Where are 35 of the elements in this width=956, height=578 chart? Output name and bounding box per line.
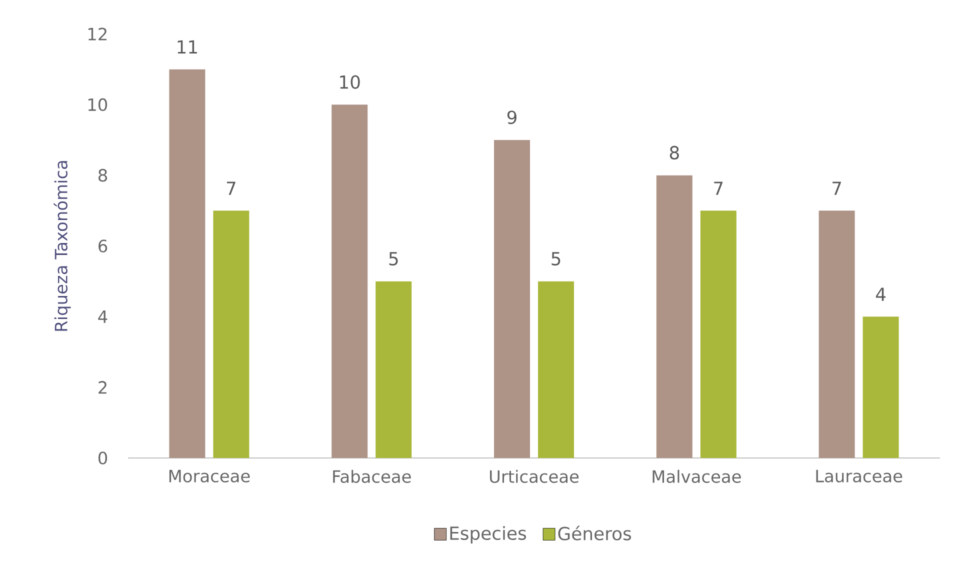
bar: [538, 281, 574, 458]
x-tick-label: Fabaceae: [333, 470, 411, 483]
y-tick-label: 12: [88, 28, 106, 40]
bar: [700, 210, 736, 458]
y-tick-label: 0: [98, 452, 108, 464]
bar: [213, 210, 250, 458]
bar: [494, 140, 530, 458]
x-tick-label: Moraceae: [169, 470, 250, 482]
bar: [656, 175, 692, 458]
y-tick-label: 10: [88, 98, 108, 112]
bar: [376, 281, 412, 458]
bar: [169, 69, 206, 458]
data-label: 9: [507, 110, 516, 124]
x-tick-label: Malvaceae: [652, 470, 741, 483]
data-label: 7: [832, 182, 841, 195]
y-tick-label: 8: [98, 168, 108, 182]
data-label: 5: [552, 252, 560, 266]
data-label: 7: [226, 182, 236, 195]
data-label: 11: [178, 40, 197, 54]
x-tick-label: Urticaceae: [490, 470, 579, 483]
data-label: 8: [670, 146, 679, 160]
y-tick-label: 6: [98, 240, 108, 252]
legend-label: Especies: [450, 526, 526, 544]
y-tick-label: 4: [98, 310, 108, 323]
legend-label: Géneros: [558, 526, 631, 540]
y-axis-title: Riqueza Taxonómica: [54, 161, 71, 331]
data-label: 5: [389, 252, 398, 266]
data-label: 7: [714, 182, 723, 195]
bar: [332, 104, 368, 458]
x-tick-label: Lauraceae: [816, 470, 902, 482]
bar: [862, 316, 899, 458]
data-label: 4: [876, 288, 886, 301]
y-tick-label: 2: [98, 381, 106, 394]
data-label: 10: [340, 75, 360, 89]
bar: [818, 210, 855, 458]
